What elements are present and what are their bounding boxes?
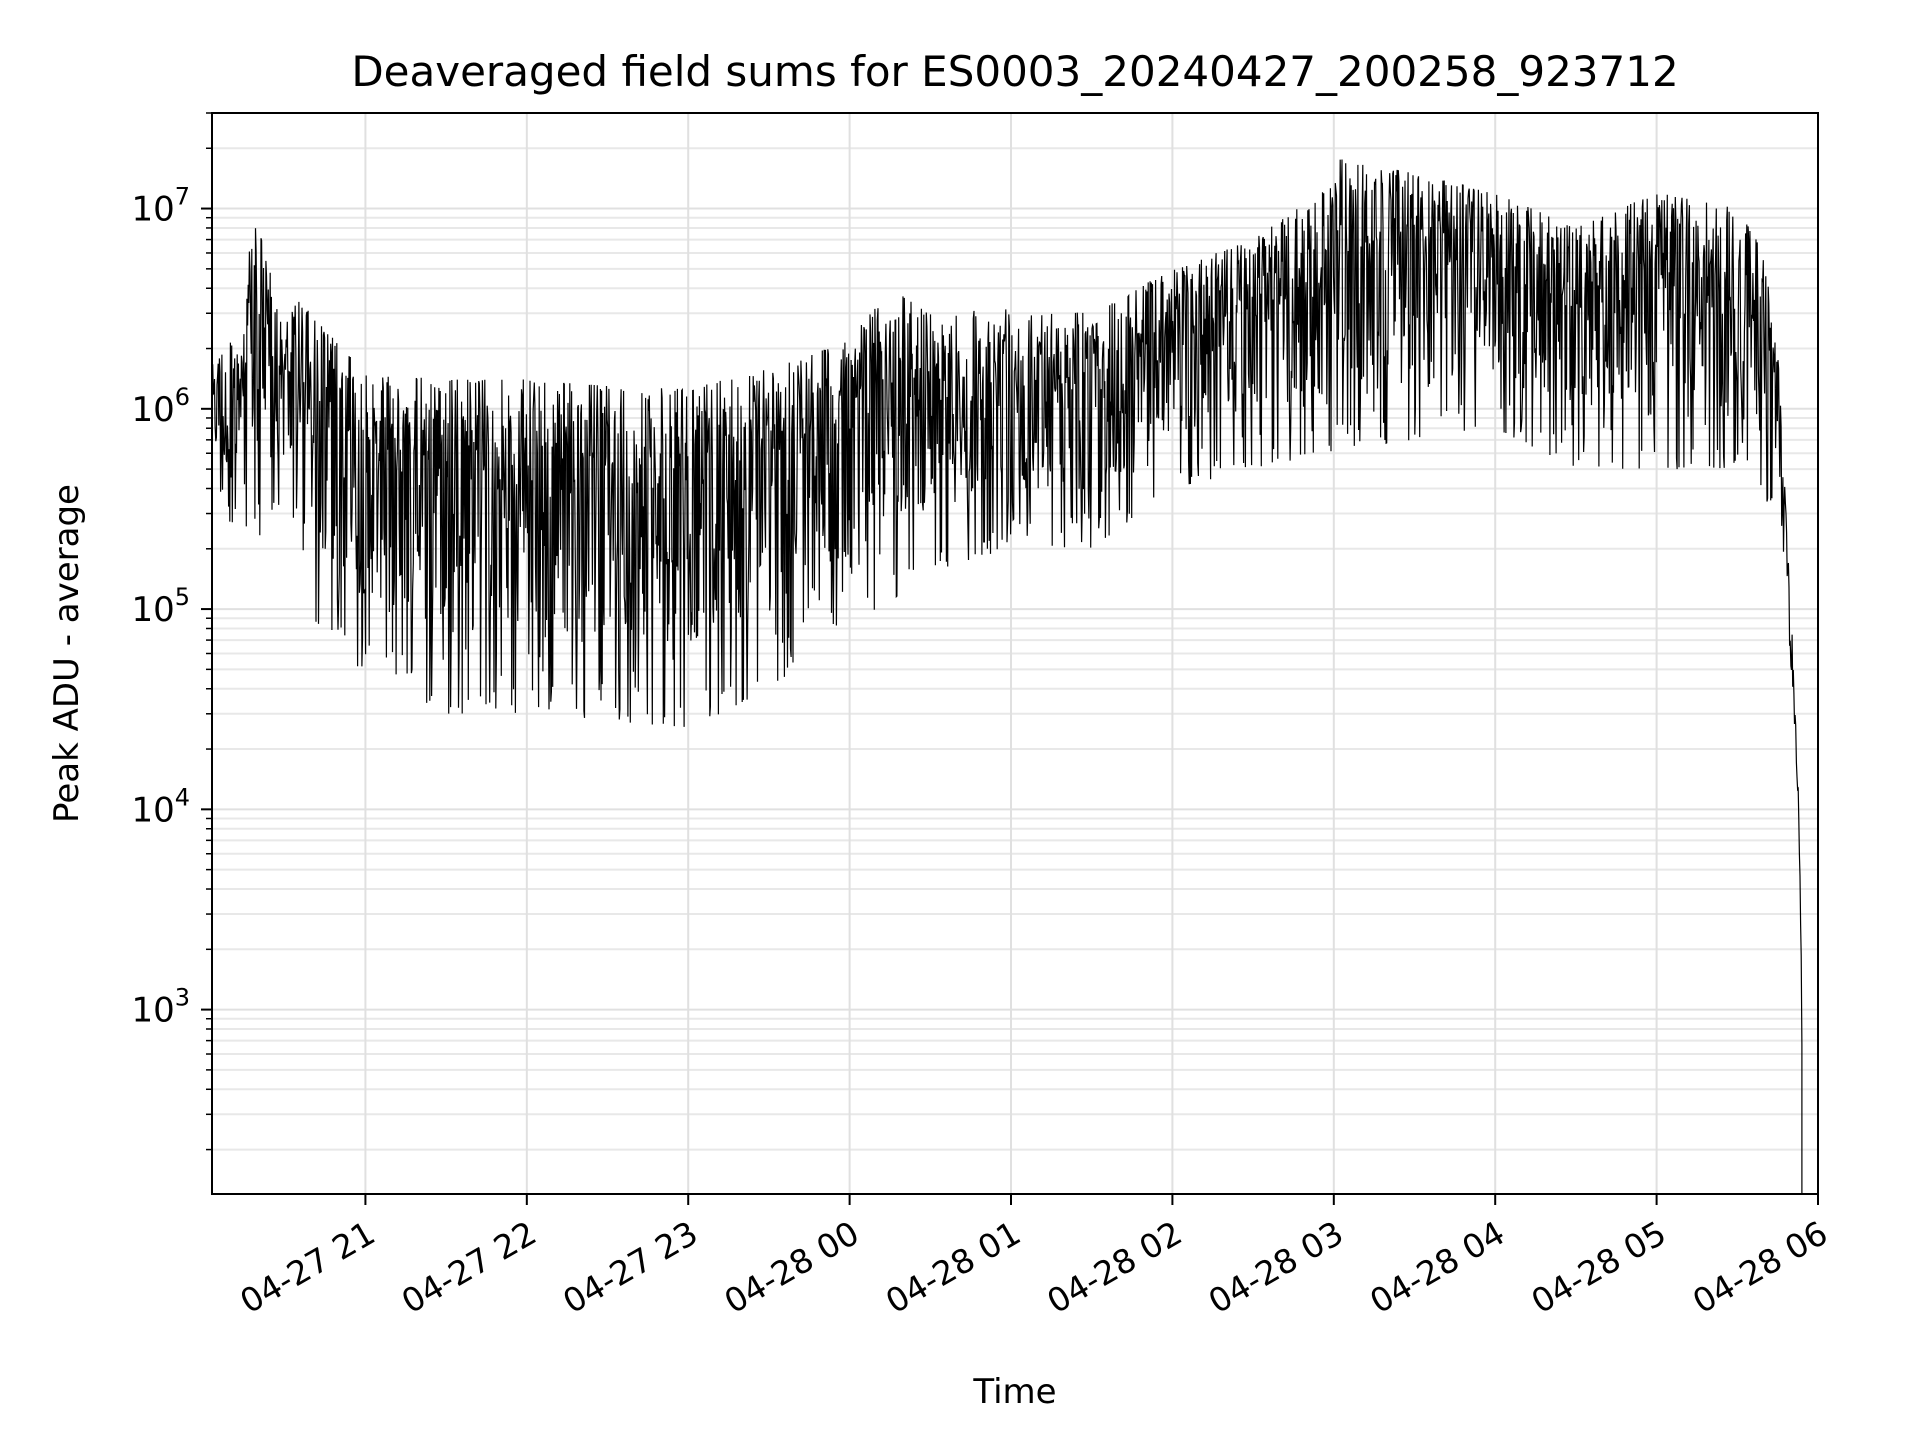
chart-title: Deaveraged field sums for ES0003_2024042… [351, 47, 1678, 96]
y-tick-label: 103 [131, 984, 190, 1031]
x-axis-title: Time [972, 1372, 1056, 1412]
series-line [211, 159, 1803, 1194]
plot-area [211, 159, 1803, 1194]
y-axis-title: Peak ADU - average [47, 484, 87, 823]
y-tick-label: 105 [131, 583, 190, 630]
grid-minor [212, 112, 1818, 1151]
y-tick-label: 106 [131, 383, 190, 430]
y-tick-label: 104 [131, 783, 190, 830]
y-axis: 103 104 105 106 107 [131, 112, 212, 1151]
y-tick-label: 107 [131, 183, 190, 230]
